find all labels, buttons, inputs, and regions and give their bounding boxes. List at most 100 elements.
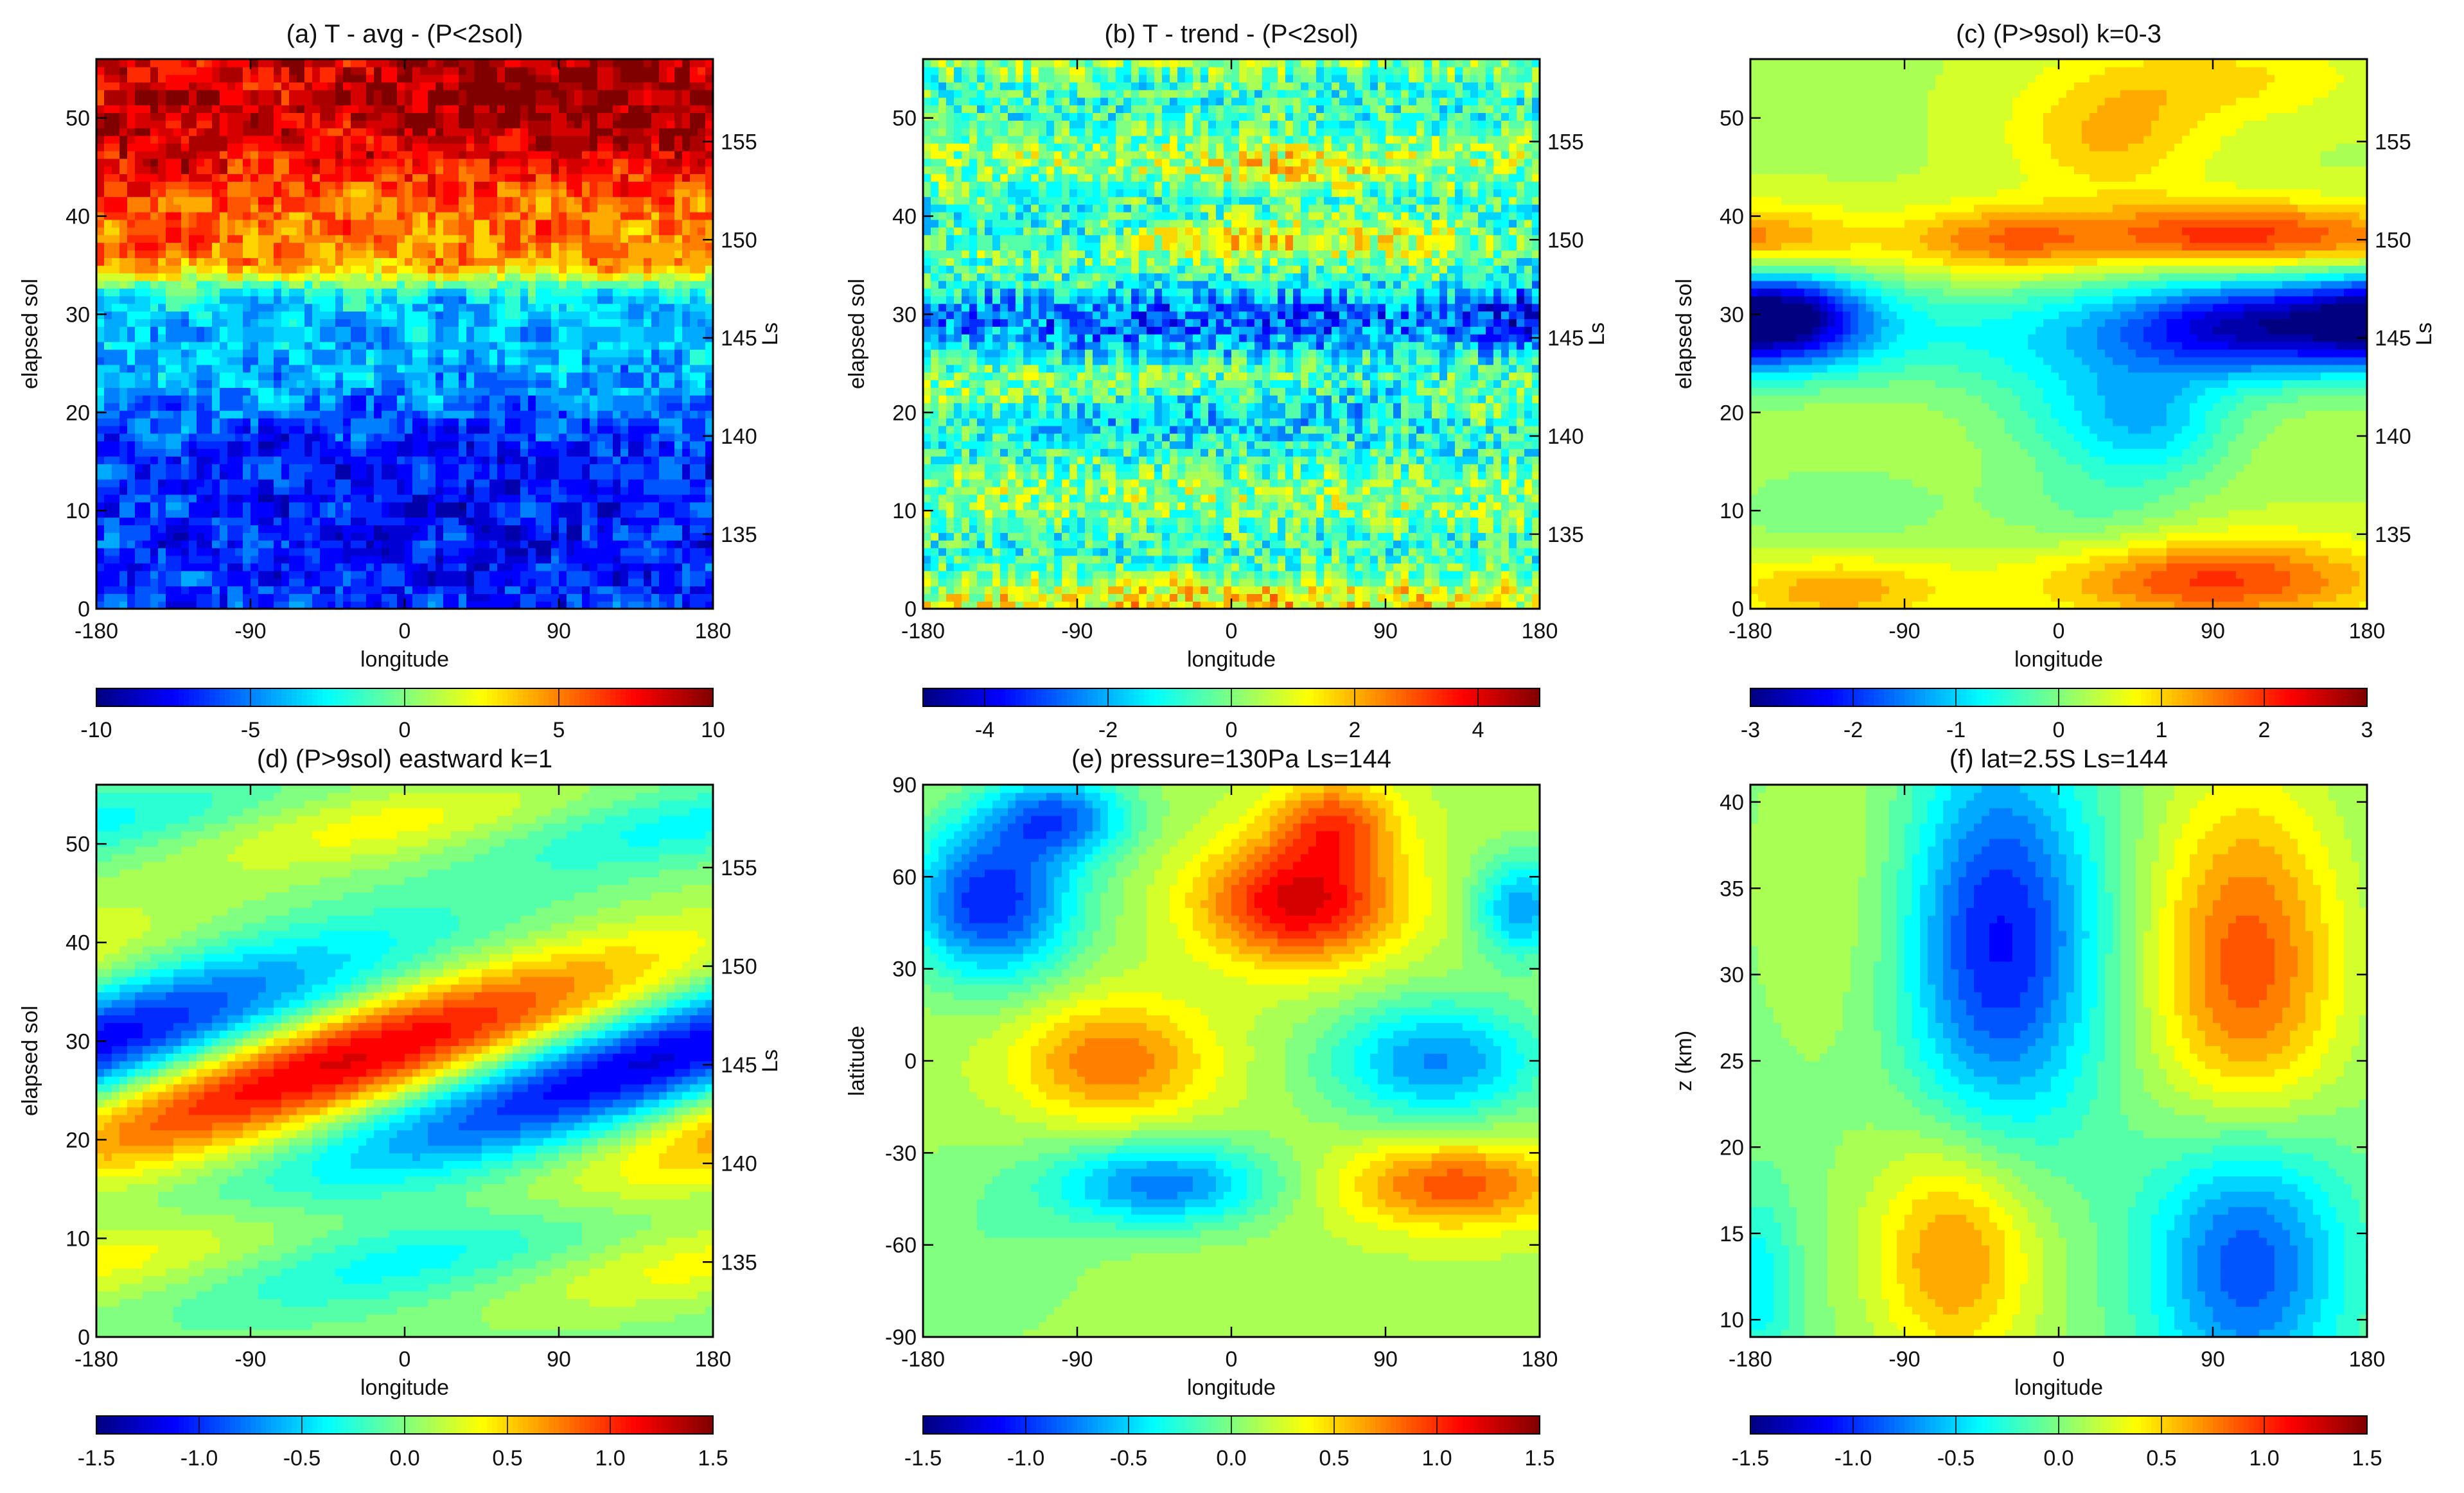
heatmap-cell (343, 525, 351, 533)
heatmap-cell (119, 570, 128, 579)
heatmap-cell (597, 395, 606, 403)
heatmap-cell (705, 410, 713, 419)
heatmap-cell (559, 234, 567, 243)
heatmap-cell (451, 478, 459, 487)
heatmap-cell (659, 540, 667, 548)
heatmap-cell (112, 334, 120, 342)
heatmap-cell (112, 517, 120, 526)
heatmap-cell (197, 234, 205, 243)
heatmap-cell (328, 158, 336, 167)
heatmap-cell (528, 395, 536, 403)
heatmap-cell (613, 295, 621, 304)
heatmap-cell (482, 555, 490, 564)
heatmap-cell (497, 540, 506, 548)
heatmap-cell (173, 417, 182, 426)
heatmap-cell (451, 380, 459, 389)
heatmap-cell (335, 349, 344, 358)
heatmap-cell (674, 181, 683, 189)
heatmap-cell (289, 486, 297, 495)
heatmap-cell (505, 593, 513, 602)
heatmap-cell (574, 601, 583, 609)
heatmap-cell (543, 525, 552, 533)
heatmap-cell (289, 128, 297, 136)
heatmap-cell (189, 303, 197, 312)
heatmap-cell (304, 417, 313, 426)
heatmap-cell (197, 219, 205, 228)
heatmap-cell (258, 173, 267, 182)
heatmap-cell (420, 509, 428, 518)
heatmap-cell (158, 540, 166, 548)
heatmap-cell (96, 326, 105, 335)
heatmap-cell (543, 166, 552, 175)
heatmap-cell (397, 456, 405, 464)
heatmap-cell (482, 326, 490, 335)
heatmap-cell (428, 150, 436, 159)
heatmap-cell (474, 181, 482, 189)
heatmap-cell (466, 486, 475, 495)
heatmap-cell (659, 364, 667, 373)
heatmap-cell (212, 150, 220, 159)
heatmap-cell (243, 204, 251, 213)
heatmap-cell (389, 181, 398, 189)
heatmap-cell (682, 502, 691, 511)
heatmap-cell (543, 341, 552, 350)
heatmap-cell (366, 555, 374, 564)
heatmap-cell (258, 540, 267, 548)
heatmap-cell (482, 242, 490, 251)
heatmap-cell (428, 173, 436, 182)
heatmap-cell (119, 517, 128, 526)
heatmap-cell (166, 295, 174, 304)
heatmap-cell (551, 563, 559, 572)
heatmap-cell (112, 258, 120, 266)
heatmap-cell (543, 380, 552, 389)
heatmap-cell (636, 242, 644, 251)
heatmap-cell (351, 417, 359, 426)
heatmap-cell (112, 250, 120, 258)
heatmap-cell (397, 265, 405, 274)
heatmap-cell (536, 517, 544, 526)
heatmap-cell (366, 250, 374, 258)
heatmap-cell (674, 288, 683, 297)
heatmap-cell (620, 586, 629, 595)
heatmap-cell (582, 272, 590, 281)
heatmap-cell (412, 242, 421, 251)
heatmap-cell (343, 272, 351, 281)
heatmap-cell (659, 288, 667, 297)
heatmap-cell (412, 288, 421, 297)
heatmap-cell (590, 166, 598, 175)
heatmap-cell (281, 570, 290, 579)
heatmap-cell (551, 494, 559, 503)
heatmap-cell (651, 334, 660, 342)
heatmap-cell (119, 166, 128, 175)
heatmap-cell (489, 135, 498, 144)
heatmap-cell (127, 364, 136, 373)
heatmap-cell (428, 403, 436, 411)
heatmap-cell (243, 417, 251, 426)
heatmap-cell (443, 593, 452, 602)
heatmap-cell (497, 448, 506, 457)
heatmap-cell (158, 349, 166, 358)
heatmap-cell (474, 532, 482, 541)
heatmap-cell (96, 265, 105, 274)
heatmap-cell (112, 295, 120, 304)
heatmap-cell (104, 403, 112, 411)
heatmap-cell (705, 478, 713, 487)
heatmap-cell (335, 158, 344, 167)
heatmap-cell (204, 441, 213, 450)
heatmap-cell (235, 372, 243, 381)
heatmap-cell (127, 166, 136, 175)
heatmap-cell (227, 448, 236, 457)
heatmap-cell (543, 547, 552, 556)
heatmap-cell (358, 364, 367, 373)
heatmap-cell (674, 547, 683, 556)
heatmap-cell (150, 433, 159, 442)
heatmap-cell (343, 471, 351, 480)
heatmap-cell (104, 471, 112, 480)
heatmap-cell (328, 547, 336, 556)
heatmap-cell (659, 135, 667, 144)
heatmap-cell (220, 586, 228, 595)
heatmap-cell (127, 478, 136, 487)
heatmap-cell (220, 555, 228, 564)
heatmap-cell (582, 311, 590, 320)
heatmap-cell (520, 196, 529, 205)
